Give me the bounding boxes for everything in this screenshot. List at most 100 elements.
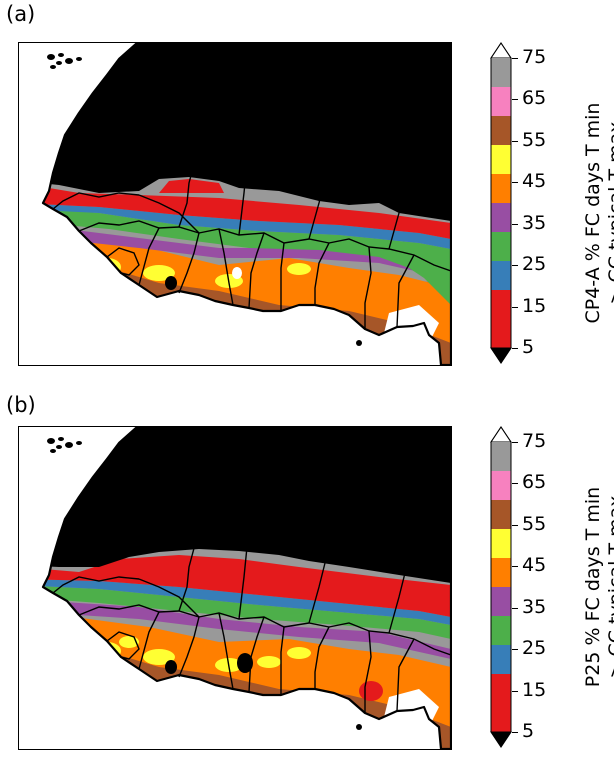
cape-verde-island [76, 57, 82, 61]
field-green [43, 585, 451, 639]
colorbar-tick-mark [512, 524, 518, 526]
country-border [396, 638, 415, 712]
country-border [218, 228, 234, 306]
colorbar-extend-max [490, 42, 512, 59]
country-border [308, 506, 335, 624]
country-border [138, 194, 200, 294]
colorbar-bin [491, 442, 511, 472]
field-sahara [43, 43, 451, 221]
colorbar-bin [491, 58, 511, 88]
panel-a-colorbar-svg [490, 42, 512, 364]
panel-b-label: (b) [6, 393, 36, 417]
country-border [280, 242, 285, 311]
colorbar-tick-label: 5 [522, 720, 535, 742]
colorbar-tick-label: 45 [522, 554, 547, 577]
panel-a-colorbar [490, 42, 512, 364]
colorbar-tick-label: 55 [522, 512, 547, 535]
colorbar-tick-label: 15 [522, 678, 547, 701]
colorbar-tick-mark [512, 140, 518, 142]
colorbar-tick-mark [512, 265, 518, 267]
colorbar-tick-mark [512, 99, 518, 101]
colorbar-tick-label: 65 [522, 471, 547, 494]
colorbar-tick-label: 25 [522, 253, 547, 276]
cape-verde-island [56, 61, 62, 65]
panel-b-colorbar-title-line1: P25 % FC days T min [582, 486, 604, 688]
panel-a-colorbar-title: CP4-A % FC days T min > CC typical T max [582, 33, 614, 393]
cape-verde-island [65, 442, 73, 448]
colorbar-tick-label: 55 [522, 128, 547, 151]
colorbar-tick-mark [512, 732, 518, 733]
colorbar-bin [491, 471, 511, 501]
field-orange [59, 615, 451, 727]
country-border [106, 631, 140, 660]
colorbar-tick-label: 35 [522, 595, 547, 618]
country-border [364, 630, 372, 713]
panel-b-colorbar [490, 426, 512, 748]
field-yellow [287, 263, 311, 275]
cape-verde-island [50, 65, 56, 69]
country-border [364, 246, 372, 329]
colorbar-tick-mark [512, 442, 518, 443]
colorbar-bin [491, 203, 511, 233]
colorbar-bin [491, 145, 511, 175]
colorbar-bin [491, 616, 511, 646]
colorbar-extend-min [490, 347, 512, 364]
coastline [41, 427, 451, 749]
colorbar-extend-max [490, 426, 512, 443]
colorbar-bin [491, 587, 511, 617]
country-border [106, 247, 140, 276]
colorbar-extend-min [490, 731, 512, 748]
colorbar-bin [491, 87, 511, 117]
colorbar-tick-label: 15 [522, 294, 547, 317]
field-purple [43, 599, 451, 659]
field-yellow [143, 265, 175, 281]
colorbar-tick-label: 75 [522, 430, 547, 452]
colorbar-tick-mark [512, 690, 518, 692]
colorbar-bin [491, 319, 511, 349]
country-border [388, 172, 410, 250]
panel-b-colorbar-svg [490, 426, 512, 748]
field-blue [43, 579, 451, 625]
colorbar-tick-label: 35 [522, 211, 547, 234]
cape-verde-island [47, 54, 55, 60]
field-lake [165, 660, 177, 674]
colorbar-bin [491, 703, 511, 733]
colorbar-tick-mark [512, 348, 518, 349]
cape-verde-island [65, 58, 73, 64]
colorbar-outline [490, 426, 512, 748]
panel-a-label: (a) [6, 2, 36, 26]
panel-a-layers [41, 43, 451, 365]
country-border [388, 556, 410, 634]
field-green [43, 207, 451, 305]
colorbar-tick-label: 75 [522, 46, 547, 68]
panel-b-layers [41, 427, 451, 749]
bioko-island [356, 724, 362, 730]
country-border [138, 578, 200, 678]
panel-a-map [18, 42, 452, 366]
panel-b-colorbar-title: P25 % FC days T min > CC typical T max [582, 407, 614, 767]
colorbar-bin [491, 529, 511, 559]
colorbar-bin [491, 500, 511, 530]
country-border [280, 626, 285, 695]
panel-b-map-svg [41, 427, 451, 749]
country-border [78, 230, 92, 244]
country-border [52, 192, 140, 210]
country-border [248, 232, 265, 309]
colorbar-bin [491, 674, 511, 704]
colorbar-bin [491, 174, 511, 204]
colorbar-tick-mark [512, 182, 518, 184]
country-border [218, 612, 234, 690]
colorbar-tick-mark [512, 306, 518, 308]
panel-a-map-svg [41, 43, 451, 365]
country-border [52, 576, 140, 594]
field-white-spot [232, 267, 242, 279]
country-border [138, 227, 160, 286]
colorbar-outline [490, 42, 512, 364]
country-border [238, 102, 252, 236]
field-orange [59, 233, 451, 343]
land-field [43, 427, 451, 749]
colorbar-tick-mark [512, 223, 518, 225]
cape-verde-island [50, 449, 56, 453]
panel-a-colorbar-title-line1: CP4-A % FC days T min [582, 102, 604, 324]
country-border [178, 506, 200, 612]
